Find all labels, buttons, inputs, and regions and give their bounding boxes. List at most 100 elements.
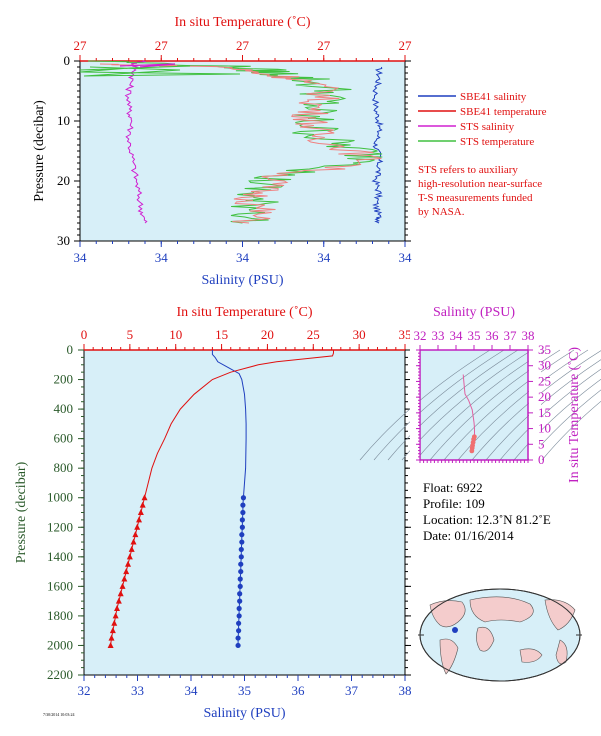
top-sal-tick-label: 34 <box>317 250 331 265</box>
top-temp-axis-title: In situ Temperature (˚C) <box>175 15 311 30</box>
ts-sal-tick-label: 37 <box>504 328 518 343</box>
main-temperature-point <box>132 531 139 538</box>
map-land <box>555 639 568 665</box>
world-map-inset <box>418 588 582 682</box>
main-temperature-point <box>119 582 126 589</box>
ts-sal-tick-label: 36 <box>486 328 500 343</box>
top-pressure-tick-label: 20 <box>57 173 70 188</box>
main-temp-tick-label: 20 <box>261 327 274 342</box>
main-sal-tick-label: 32 <box>78 683 91 698</box>
main-temperature-point <box>130 538 137 545</box>
main-pressure-tick-label: 1800 <box>47 608 73 623</box>
main-pressure-tick-label: 1000 <box>47 490 73 505</box>
ts-sal-tick-label: 34 <box>450 328 464 343</box>
main-pressure-axis-title: Pressure (decibar) <box>14 461 29 563</box>
main-pressure-tick-label: 600 <box>54 431 74 446</box>
top-sal-tick-label: 34 <box>236 250 250 265</box>
ts-temp-axis-title: In situ Temperature (˚C) <box>567 347 582 483</box>
main-pressure-tick-label: 800 <box>54 460 74 475</box>
top-series-sts-salinity <box>124 60 148 224</box>
date-label: Date: 01/16/2014 <box>423 528 514 543</box>
main-salinity-point <box>238 546 244 553</box>
main-temperature-point <box>117 590 124 597</box>
ts-sal-axis-title: Salinity (PSU) <box>433 305 515 320</box>
top-sal-tick-label: 34 <box>399 250 413 265</box>
location-label: Location: 12.3˚N 81.2˚E <box>423 512 551 527</box>
main-salinity-point <box>235 642 241 649</box>
main-temperature-point <box>109 627 116 634</box>
main-temperature-point <box>136 516 143 523</box>
profile-label: Profile: 109 <box>423 496 485 511</box>
main-temp-tick-label: 5 <box>127 327 134 342</box>
main-salinity-point <box>236 620 242 626</box>
top-pressure-tick-label: 30 <box>57 233 70 248</box>
main-temperature-point <box>123 568 130 575</box>
main-salinity-point <box>235 635 241 641</box>
main-temperature-point <box>141 494 148 501</box>
main-pressure-tick-label: 1600 <box>47 578 73 593</box>
main-salinity-point <box>236 605 242 612</box>
ts-temp-tick-label: 20 <box>538 389 551 404</box>
main-temperature-point <box>128 545 135 552</box>
ts-temp-tick-label: 10 <box>538 421 551 436</box>
main-salinity-point <box>236 613 242 619</box>
legend-label: SBE41 salinity <box>460 91 527 103</box>
top-sal-axis-title: Salinity (PSU) <box>201 273 283 288</box>
main-salinity-line <box>211 350 247 646</box>
note-line: by NASA. <box>418 206 465 218</box>
main-sal-tick-label: 38 <box>399 683 412 698</box>
main-temperature-point <box>121 575 128 582</box>
top-temp-tick-label: 27 <box>236 38 250 53</box>
ts-density-contour <box>429 349 561 461</box>
top-pressure-axis-title: Pressure (decibar) <box>32 100 47 202</box>
main-salinity-point <box>238 561 244 567</box>
map-land <box>544 599 576 631</box>
main-temperature-point <box>114 605 121 612</box>
main-pressure-tick-label: 200 <box>54 372 74 387</box>
top-sal-tick-label: 34 <box>74 250 88 265</box>
ts-temp-tick-label: 5 <box>538 436 545 451</box>
main-salinity-point <box>239 517 245 523</box>
legend-label: SBE41 temperature <box>460 106 547 118</box>
main-sal-tick-label: 35 <box>238 683 251 698</box>
note-line: STS refers to auxiliary <box>418 164 518 176</box>
ts-sal-tick-label: 32 <box>414 328 427 343</box>
ts-density-contour <box>499 368 601 461</box>
main-salinity-point <box>239 539 245 545</box>
float-info-block: Float: 6922 Profile: 109 Location: 12.3˚… <box>423 480 551 544</box>
main-pressure-tick-label: 1200 <box>47 519 73 534</box>
note-line: T-S measurements funded <box>418 192 533 204</box>
top-temp-tick-label: 27 <box>317 38 331 53</box>
main-salinity-point <box>237 598 243 604</box>
main-salinity-point <box>239 532 245 538</box>
ts-mask-right <box>529 345 541 465</box>
top-surface-spikes <box>79 65 241 77</box>
main-salinity-point <box>240 502 246 508</box>
main-pressure-tick-label: 2000 <box>47 637 73 652</box>
main-temperature-point <box>115 597 122 604</box>
top-pressure-tick-label: 0 <box>64 53 71 68</box>
main-sal-tick-label: 37 <box>345 683 359 698</box>
legend-label: STS salinity <box>460 121 515 133</box>
map-float-location-marker <box>452 627 458 633</box>
ts-sal-tick-label: 38 <box>522 328 535 343</box>
map-land <box>439 638 459 675</box>
main-temperature-point <box>111 619 118 626</box>
note-line: high-resolution near-surface <box>418 178 542 190</box>
ts-sal-tick-label: 35 <box>468 328 481 343</box>
main-temp-tick-label: 15 <box>215 327 228 342</box>
main-salinity-point <box>240 495 247 501</box>
top-pressure-tick-label: 10 <box>57 113 70 128</box>
main-pressure-tick-label: 2200 <box>47 667 73 682</box>
ts-mask-left <box>410 300 420 470</box>
ts-density-contour <box>541 400 601 461</box>
main-sal-tick-label: 34 <box>185 683 199 698</box>
ts-density-contour <box>373 349 505 461</box>
main-temperature-point <box>107 641 114 648</box>
main-temperature-point <box>137 509 144 515</box>
map-land <box>519 648 543 663</box>
map-land <box>469 596 534 623</box>
ts-temp-tick-label: 0 <box>538 452 545 467</box>
ts-density-contour <box>513 378 601 461</box>
main-temp-axis-title: In situ Temperature (˚C) <box>177 305 313 320</box>
